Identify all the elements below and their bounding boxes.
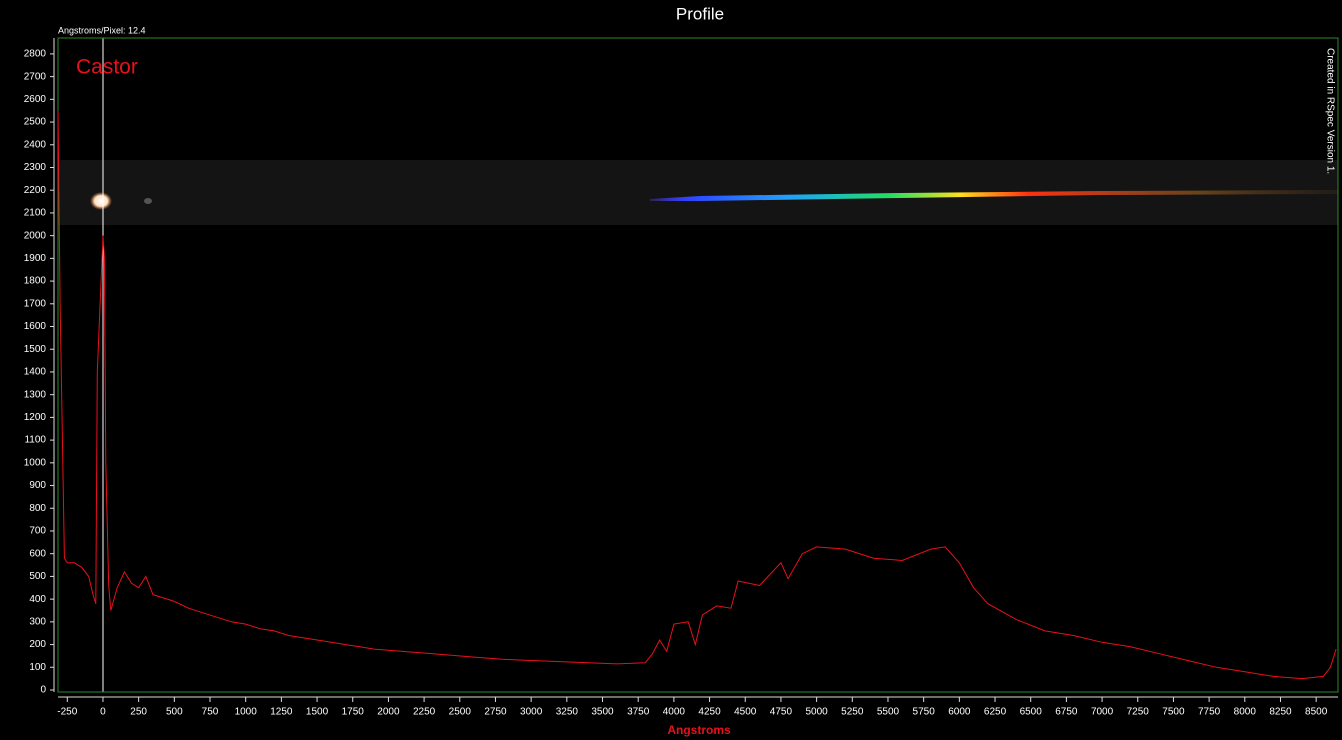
x-tick-label: 8000 <box>1234 707 1257 718</box>
x-tick-label: 4750 <box>770 707 793 718</box>
y-tick-label: 100 <box>29 662 46 673</box>
y-tick-label: 1000 <box>24 457 47 468</box>
x-tick-label: 6250 <box>984 707 1007 718</box>
x-tick-label: 1750 <box>342 707 365 718</box>
y-tick-label: 1100 <box>24 435 46 446</box>
x-tick-label: 0 <box>100 707 106 718</box>
x-tick-label: 1500 <box>306 707 329 718</box>
y-tick-label: 2500 <box>24 117 47 128</box>
x-tick-label: 1000 <box>235 707 258 718</box>
annotation: Castor <box>76 56 138 79</box>
y-tick-label: 500 <box>29 571 46 582</box>
x-tick-label: 8250 <box>1269 707 1292 718</box>
y-tick-label: 1900 <box>24 253 47 264</box>
x-tick-label: 2000 <box>377 707 400 718</box>
x-tick-label: 3250 <box>556 707 579 718</box>
x-tick-label: 7500 <box>1162 707 1185 718</box>
x-tick-label: 6500 <box>1020 707 1043 718</box>
star-spot <box>144 198 152 204</box>
x-axis-label: Angstroms <box>667 723 731 737</box>
x-tick-label: 3500 <box>591 707 614 718</box>
y-tick-label: 400 <box>29 594 46 605</box>
y-tick-label: 700 <box>29 526 46 537</box>
y-tick-label: 1200 <box>24 412 47 423</box>
x-tick-label: 4500 <box>734 707 757 718</box>
x-tick-label: 6750 <box>1055 707 1078 718</box>
y-tick-label: 200 <box>29 639 46 650</box>
y-tick-label: 2100 <box>24 208 47 219</box>
y-tick-label: 2200 <box>24 185 47 196</box>
x-tick-label: 1250 <box>270 707 293 718</box>
y-tick-label: 2800 <box>24 49 47 60</box>
subtitle: Angstroms/Pixel: 12.4 <box>58 25 146 35</box>
x-tick-label: 2250 <box>413 707 436 718</box>
x-tick-label: 4250 <box>698 707 721 718</box>
plot-border <box>57 37 1339 693</box>
x-tick-label: 6000 <box>948 707 971 718</box>
y-tick-label: 1700 <box>24 298 47 309</box>
x-tick-label: 2750 <box>484 707 507 718</box>
y-tick-label: 1400 <box>24 367 47 378</box>
x-tick-label: 5250 <box>841 707 864 718</box>
y-tick-label: 1300 <box>24 389 47 400</box>
x-tick-label: 2500 <box>449 707 472 718</box>
x-tick-label: 7250 <box>1127 707 1150 718</box>
x-tick-label: 7750 <box>1198 707 1221 718</box>
y-tick-label: 2700 <box>24 71 47 82</box>
x-tick-label: 3000 <box>520 707 543 718</box>
x-tick-label: 8500 <box>1305 707 1328 718</box>
y-tick-label: 600 <box>29 548 46 559</box>
x-tick-label: 5500 <box>877 707 900 718</box>
y-tick-label: 2400 <box>24 139 47 150</box>
x-tick-label: 750 <box>202 707 219 718</box>
x-tick-label: 5750 <box>913 707 936 718</box>
chart-title: Profile <box>676 4 724 23</box>
x-tick-label: 500 <box>166 707 183 718</box>
x-tick-label: 5000 <box>805 707 828 718</box>
y-tick-label: 300 <box>29 616 46 627</box>
y-tick-label: 2600 <box>24 94 47 105</box>
y-tick-label: 2000 <box>24 230 47 241</box>
x-tick-label: 3750 <box>627 707 650 718</box>
zero-order-star <box>90 192 112 210</box>
x-tick-label: -250 <box>57 707 77 718</box>
spectrum-streak <box>650 190 1338 201</box>
y-tick-label: 1500 <box>24 344 47 355</box>
x-tick-label: 4000 <box>663 707 686 718</box>
profile-line <box>57 110 1337 680</box>
y-tick-label: 800 <box>29 503 46 514</box>
y-tick-label: 2300 <box>24 162 47 173</box>
y-tick-label: 900 <box>29 480 46 491</box>
y-tick-label: 0 <box>40 685 46 696</box>
x-tick-label: 7000 <box>1091 707 1114 718</box>
y-tick-label: 1800 <box>24 276 47 287</box>
x-tick-label: 250 <box>130 707 147 718</box>
y-tick-label: 1600 <box>24 321 47 332</box>
side-note: Created in RSpec Version 1. <box>1324 48 1335 174</box>
